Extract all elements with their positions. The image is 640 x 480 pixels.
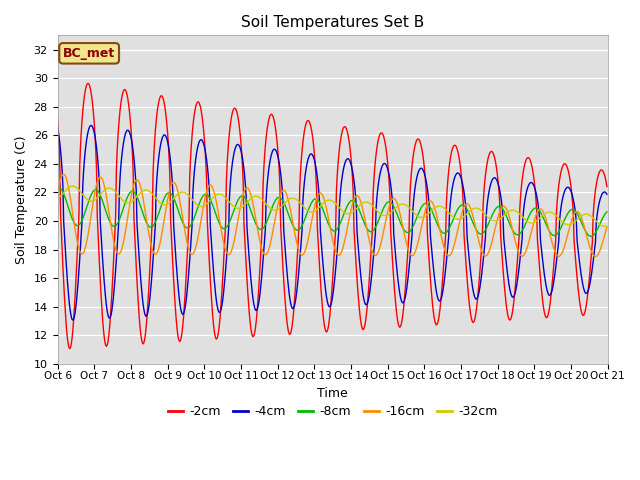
-16cm xyxy=(591,254,599,260)
-4cm xyxy=(122,131,129,136)
Line: -16cm: -16cm xyxy=(58,174,607,257)
-2cm xyxy=(401,296,408,302)
-32cm xyxy=(63,186,71,192)
-4cm xyxy=(417,166,424,171)
-4cm xyxy=(603,192,611,197)
-16cm xyxy=(65,183,72,189)
-8cm xyxy=(416,208,424,214)
Line: -8cm: -8cm xyxy=(58,188,607,236)
-16cm xyxy=(400,228,408,234)
Legend: -2cm, -4cm, -8cm, -16cm, -32cm: -2cm, -4cm, -8cm, -16cm, -32cm xyxy=(163,400,502,423)
X-axis label: Time: Time xyxy=(317,387,348,400)
-32cm xyxy=(416,214,424,220)
-8cm xyxy=(54,186,61,192)
-4cm xyxy=(177,309,185,314)
-32cm xyxy=(400,201,408,207)
-2cm xyxy=(417,140,424,146)
-2cm xyxy=(66,346,74,351)
-4cm xyxy=(87,122,95,128)
-16cm xyxy=(60,171,67,177)
Y-axis label: Soil Temperature (C): Soil Temperature (C) xyxy=(15,135,28,264)
-4cm xyxy=(54,125,61,131)
-4cm xyxy=(207,224,214,230)
-4cm xyxy=(401,298,408,303)
Line: -32cm: -32cm xyxy=(58,186,607,227)
-16cm xyxy=(121,232,129,238)
Title: Soil Temperatures Set B: Soil Temperatures Set B xyxy=(241,15,424,30)
-32cm xyxy=(121,199,129,205)
Line: -2cm: -2cm xyxy=(58,84,607,348)
-2cm xyxy=(54,115,61,121)
-32cm xyxy=(177,190,184,195)
-8cm xyxy=(121,201,129,207)
-16cm xyxy=(54,191,61,197)
-8cm xyxy=(603,209,611,215)
-2cm xyxy=(207,278,214,284)
-2cm xyxy=(122,87,129,93)
-2cm xyxy=(84,81,92,86)
-32cm xyxy=(205,198,213,204)
Text: BC_met: BC_met xyxy=(63,47,115,60)
Line: -4cm: -4cm xyxy=(58,125,607,320)
-8cm xyxy=(205,195,213,201)
-32cm xyxy=(69,183,77,189)
-32cm xyxy=(603,223,611,229)
-32cm xyxy=(54,196,61,202)
-16cm xyxy=(603,224,611,230)
-2cm xyxy=(63,336,71,341)
-16cm xyxy=(416,232,424,238)
-4cm xyxy=(69,317,77,323)
-2cm xyxy=(177,335,185,340)
-32cm xyxy=(601,224,609,229)
-8cm xyxy=(177,214,184,220)
-4cm xyxy=(63,279,71,285)
-8cm xyxy=(55,185,63,191)
-8cm xyxy=(400,227,408,232)
-2cm xyxy=(603,184,611,190)
-8cm xyxy=(65,204,72,210)
-16cm xyxy=(205,182,213,188)
-8cm xyxy=(587,233,595,239)
-16cm xyxy=(177,202,184,208)
